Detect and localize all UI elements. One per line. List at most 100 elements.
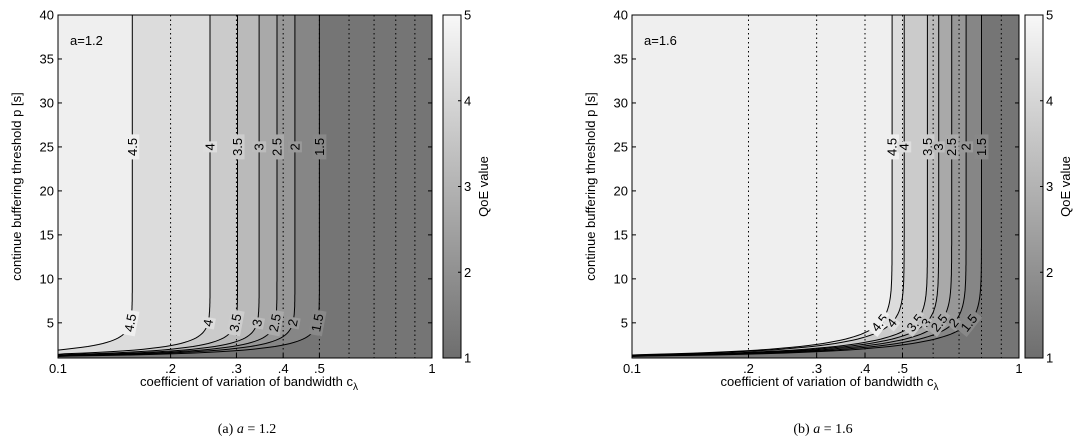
y-tick-label: 25 (614, 139, 628, 154)
contour-label: 4 (203, 143, 218, 150)
contour-label: 4 (897, 143, 912, 150)
contour-label: 3.5 (230, 138, 245, 156)
contour-label-bg (931, 141, 946, 153)
colorbar-tick-label: 4 (1046, 93, 1053, 108)
panel-a: 4.54.5443.53.5332.52.5221.51.55101520253… (9, 8, 491, 438)
panel-annotation: a=1.2 (70, 33, 103, 48)
y-tick-label: 15 (40, 227, 54, 242)
contour-label-bg (944, 134, 959, 160)
contour-label: 2 (959, 143, 974, 150)
y-tick-label: 15 (614, 227, 628, 242)
contour-label: 4.5 (121, 313, 139, 334)
contour-line-2 (58, 15, 296, 358)
y-tick-label: 10 (614, 271, 628, 286)
contour-region (58, 15, 432, 358)
contour-label-bg (955, 308, 983, 337)
y-tick-label: 30 (40, 95, 54, 110)
y-tick-label: 20 (40, 183, 54, 198)
panel-caption-value: = 1.2 (244, 422, 276, 437)
contour-label-bg (974, 134, 989, 160)
contour-label-bg (959, 141, 974, 153)
panel-caption-value: = 1.6 (820, 422, 852, 437)
x-axis-label-text: coefficient of variation of bandwidth c (721, 374, 934, 389)
contour-label: 3 (931, 143, 946, 150)
contour-label-bg (265, 309, 285, 337)
y-tick-label: 10 (40, 271, 54, 286)
colorbar-tick-label: 1 (464, 351, 471, 366)
contour-label: 3 (252, 143, 267, 150)
contour-line-3.5 (58, 15, 238, 358)
contour-fills (58, 15, 432, 358)
x-tick-label: 0.1 (623, 361, 641, 376)
x-axis-label: coefficient of variation of bandwidth cλ (721, 374, 939, 393)
x-axis-label: coefficient of variation of bandwidth cλ (140, 374, 358, 393)
panel-caption-var: a (237, 422, 244, 437)
y-axis-label: continue buffering threshold p [s] (9, 92, 24, 280)
contour-label-bg (270, 134, 285, 160)
contour-line-4.5 (58, 15, 133, 358)
panel-b: 4.54.5443.53.5332.52.5221.51.55101520253… (583, 8, 1073, 438)
contour-label: 3.5 (226, 312, 244, 333)
contour-label-bg (230, 134, 245, 160)
contour-label-bg (866, 308, 893, 337)
contour-line-3.5 (632, 15, 928, 358)
y-tick-label: 40 (40, 8, 54, 23)
x-tick-label: 0.1 (49, 361, 67, 376)
y-tick-label: 40 (614, 8, 628, 23)
contour-line-3 (632, 15, 940, 358)
contour-line-4.5 (632, 15, 893, 358)
contour-label: 4.5 (125, 138, 140, 156)
panel-caption: (b) a = 1.6 (793, 422, 852, 437)
contour-line-2.5 (58, 15, 278, 358)
axes-frame (57, 14, 433, 359)
colorbar-label: QoE value (476, 156, 491, 217)
contour-label-bg (312, 134, 327, 160)
contour-line-1.5 (632, 15, 982, 358)
colorbar-label: QoE value (1058, 156, 1073, 217)
contour-label-bg (121, 309, 140, 337)
contour-label-bg (252, 141, 267, 153)
panel-caption-var: a (813, 422, 820, 437)
contour-label-bg (308, 309, 327, 337)
x-tick-label: .4 (278, 361, 289, 376)
contour-label-bg (901, 308, 929, 337)
y-tick-label: 35 (40, 51, 54, 66)
contour-label: 1.5 (974, 138, 989, 156)
contour-lines (632, 15, 982, 358)
contour-label-bg (200, 316, 216, 330)
x-tick-label: .2 (743, 361, 754, 376)
contour-region (632, 15, 1019, 358)
contour-label: 2 (285, 318, 301, 328)
axes-frame (631, 14, 1020, 359)
contour-line-1.5 (58, 15, 320, 358)
x-axis-label-text: coefficient of variation of bandwidth c (140, 374, 353, 389)
contour-fills (632, 15, 1019, 358)
contour-label: 1.5 (312, 138, 327, 156)
contour-label-bg (885, 134, 900, 160)
x-tick-label: .3 (231, 361, 242, 376)
x-tick-label: .4 (860, 361, 871, 376)
contour-line-3 (58, 15, 260, 358)
colorbar-tick-label: 4 (464, 93, 471, 108)
contour-label: 4.5 (885, 138, 900, 156)
contour-lines (58, 15, 320, 358)
x-axis-label-subscript: λ (933, 382, 938, 393)
y-tick-label: 5 (47, 315, 54, 330)
y-tick-label: 25 (40, 139, 54, 154)
panel-annotation: a=1.6 (644, 33, 677, 48)
colorbar-tick-label: 2 (1046, 265, 1053, 280)
x-axis-label-subscript: λ (353, 382, 358, 393)
y-tick-label: 35 (614, 51, 628, 66)
contour-label: 3 (249, 318, 265, 328)
panel-caption-prefix: (b) (793, 422, 813, 437)
colorbar-tick-label: 2 (464, 265, 471, 280)
contour-label: 2.5 (944, 138, 959, 156)
x-tick-label: .2 (165, 361, 176, 376)
y-tick-label: 20 (614, 183, 628, 198)
colorbar-tick-label: 5 (1046, 8, 1053, 23)
contour-label-bg (925, 308, 953, 337)
contour-label-bg (203, 141, 218, 153)
contour-label-bg (125, 134, 140, 160)
x-tick-label: .5 (314, 361, 325, 376)
